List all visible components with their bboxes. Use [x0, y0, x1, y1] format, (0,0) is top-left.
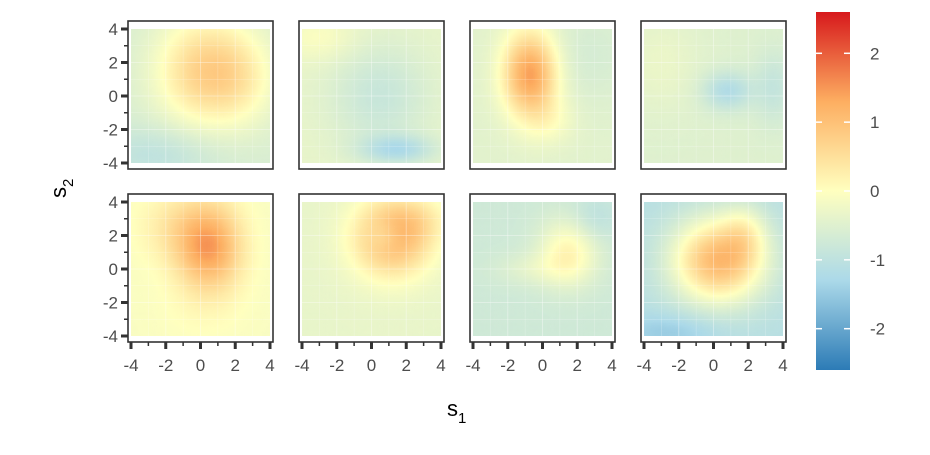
heatmap-raster — [131, 202, 270, 336]
x-axis-title-main: s — [447, 396, 458, 421]
panels-layer — [127, 20, 787, 343]
y-tick-label: -4 — [103, 154, 118, 173]
y-axis-title-main: s — [46, 187, 71, 198]
x-tick-label: 0 — [367, 356, 376, 375]
x-tick-label: 4 — [436, 356, 445, 375]
y-axis-title: s2 — [46, 179, 77, 198]
x-tick-label: 2 — [231, 356, 240, 375]
heatmap-raster — [473, 202, 612, 336]
y-tick-label: 2 — [109, 54, 118, 73]
panel-r1-c2 — [298, 20, 445, 170]
panel-border — [640, 20, 787, 170]
x-tick-label: 2 — [573, 356, 582, 375]
x-tick-label: -4 — [123, 356, 138, 375]
panel-r1-c3 — [469, 20, 616, 170]
colorbar-ticks: 2 1 0 -1 -2 — [816, 44, 885, 339]
colorbar-tick-label: 1 — [870, 113, 879, 132]
x-axis-title: s1 — [447, 396, 466, 427]
x-axis-title-subscript: 1 — [458, 410, 466, 427]
y-tick-label: 0 — [109, 260, 118, 279]
x-axis-layer: -4 -2 0 2 4 -4 -2 0 2 4 -4 -2 0 2 4 -4 -2 0 2 4 — [123, 342, 788, 375]
x-tick-label: 0 — [538, 356, 547, 375]
heatmap-raster — [302, 202, 441, 336]
y-tick-label: -2 — [103, 294, 118, 313]
x-tick-label: -4 — [294, 356, 309, 375]
x-tick-label: -2 — [500, 356, 515, 375]
panel-r1-c4 — [640, 20, 787, 170]
heatmap-raster — [131, 29, 270, 163]
x-tick-label: -4 — [465, 356, 480, 375]
panel-r2-c1 — [127, 193, 274, 343]
x-tick-label: 4 — [265, 356, 274, 375]
y-tick-label: 4 — [109, 193, 118, 212]
y-tick-label: 4 — [109, 20, 118, 39]
panel-r2-c2 — [298, 193, 445, 343]
x-tick-label: 0 — [709, 356, 718, 375]
x-tick-label: -2 — [158, 356, 173, 375]
panel-r1-c1 — [127, 20, 274, 170]
heatmap-raster — [473, 29, 612, 163]
colorbar-tick-label: -2 — [870, 320, 885, 339]
colorbar: 2 1 0 -1 -2 — [816, 12, 885, 370]
y-tick-label: -2 — [103, 121, 118, 140]
heatmap-raster — [302, 29, 441, 163]
x-tick-label: -2 — [329, 356, 344, 375]
x-tick-label: 4 — [778, 356, 787, 375]
x-tick-label: 0 — [196, 356, 205, 375]
panel-r2-c3 — [469, 193, 616, 343]
y-tick-label: 2 — [109, 227, 118, 246]
x-tick-label: 2 — [402, 356, 411, 375]
colorbar-tick-label: 0 — [870, 182, 879, 201]
y-tick-label: -4 — [103, 327, 118, 346]
y-tick-label: 0 — [109, 87, 118, 106]
colorbar-tick-label: 2 — [870, 44, 879, 63]
x-tick-label: 2 — [744, 356, 753, 375]
y-axis-layer: -4 -2 0 2 4 -4 -2 0 2 4 — [103, 20, 128, 346]
heatmap-raster — [644, 202, 783, 336]
x-tick-label: -4 — [636, 356, 651, 375]
colorbar-tick-label: -1 — [870, 251, 885, 270]
x-tick-label: -2 — [671, 356, 686, 375]
panel-border — [469, 20, 616, 170]
x-tick-label: 4 — [607, 356, 616, 375]
panel-border — [298, 20, 445, 170]
y-axis-title-subscript: 2 — [60, 179, 77, 187]
heatmap-raster — [644, 29, 783, 163]
panel-r2-c4 — [640, 193, 787, 343]
